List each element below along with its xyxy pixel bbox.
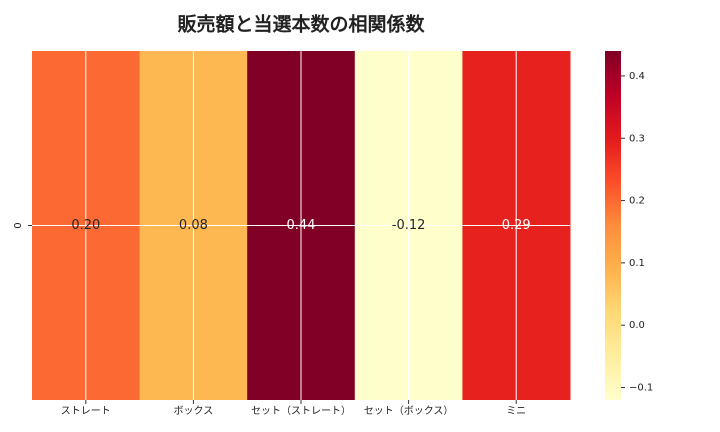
colorbar: [605, 51, 621, 400]
x-tick-label: セット（ストレート）: [251, 405, 351, 417]
value-label: 0.20: [71, 218, 100, 233]
x-tick-label: ボックス: [174, 405, 214, 417]
colorbar-tick-label: 0.3: [629, 133, 645, 144]
colorbar-tick-label: 0.4: [629, 71, 645, 82]
x-tick-label: セット（ボックス）: [364, 405, 454, 417]
value-label: 0.44: [287, 218, 316, 233]
colorbar-tick-label: 0.1: [629, 258, 645, 269]
chart-title: 販売額と当選本数の相関係数: [177, 13, 425, 36]
x-tick-label: ストレート: [61, 406, 111, 417]
colorbar-tick-label: 0.0: [629, 320, 645, 331]
colorbar-tick-label: −0.1: [629, 383, 653, 394]
value-label: 0.29: [502, 218, 531, 233]
y-tick-label: 0: [13, 222, 24, 228]
value-label: 0.08: [179, 218, 208, 233]
value-label: -0.12: [392, 218, 426, 233]
colorbar-tick-label: 0.2: [629, 196, 645, 207]
x-tick-label: ミニ: [506, 406, 526, 417]
